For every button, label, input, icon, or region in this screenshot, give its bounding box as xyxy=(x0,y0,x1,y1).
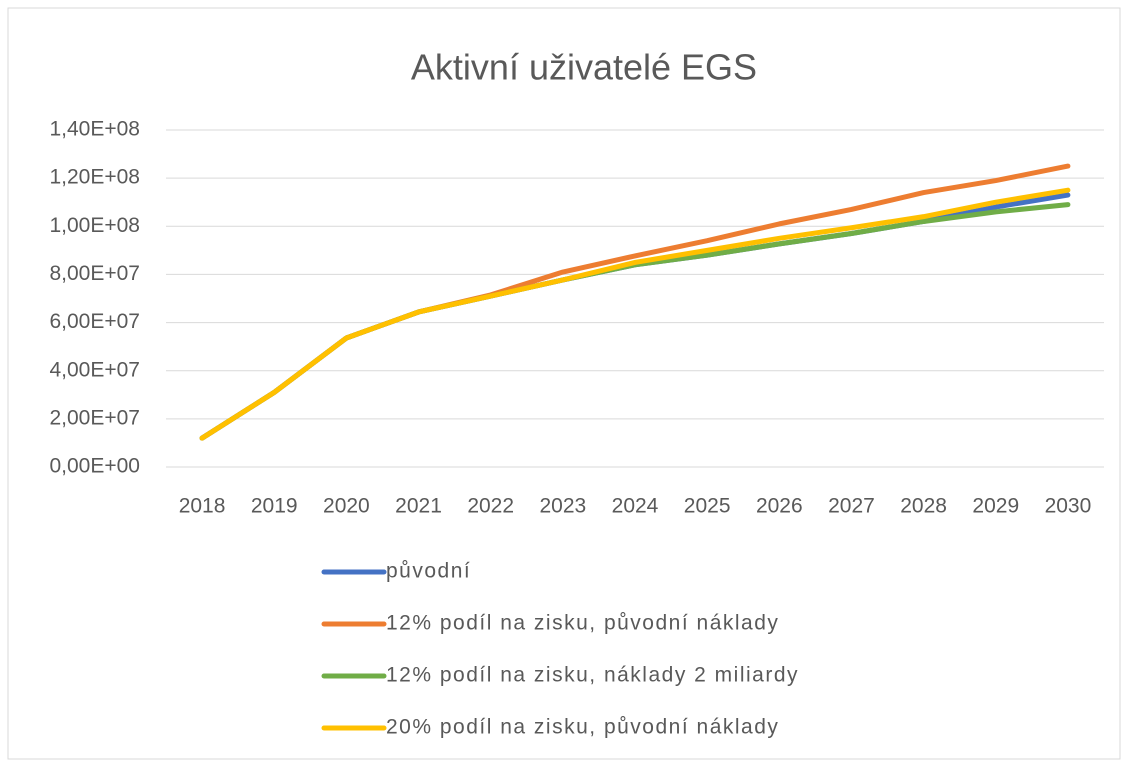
x-tick-label: 2028 xyxy=(900,495,947,518)
x-tick-label: 2018 xyxy=(179,495,226,518)
legend-label: původní xyxy=(386,560,471,583)
y-tick-label: 2,00E+07 xyxy=(49,406,140,429)
y-tick-label: 1,40E+08 xyxy=(49,118,140,141)
x-tick-label: 2019 xyxy=(251,495,298,518)
series-line xyxy=(199,187,1071,441)
y-tick-label: 8,00E+07 xyxy=(49,262,140,285)
x-tick-label: 2020 xyxy=(323,495,370,518)
legend-label: 12% podíl na zisku, původní náklady xyxy=(386,612,779,635)
y-tick-label: 0,00E+00 xyxy=(49,455,140,478)
x-tick-label: 2026 xyxy=(756,495,803,518)
legend-label: 12% podíl na zisku, náklady 2 miliardy xyxy=(386,664,799,687)
x-tick-label: 2024 xyxy=(612,495,659,518)
x-tick-label: 2025 xyxy=(684,495,731,518)
x-tick-label: 2023 xyxy=(539,495,586,518)
y-tick-label: 1,20E+08 xyxy=(49,166,140,189)
y-tick-label: 4,00E+07 xyxy=(49,358,140,381)
y-tick-label: 1,00E+08 xyxy=(49,214,140,237)
x-tick-label: 2029 xyxy=(972,495,1019,518)
x-tick-label: 2027 xyxy=(828,495,875,518)
y-tick-label: 6,00E+07 xyxy=(49,310,140,333)
legend-label: 20% podíl na zisku, původní náklady xyxy=(386,716,779,739)
chart-title: Aktivní uživatelé EGS xyxy=(411,47,757,88)
x-tick-label: 2022 xyxy=(467,495,514,518)
chart-border xyxy=(7,7,1121,760)
x-tick-label: 2030 xyxy=(1045,495,1092,518)
x-tick-label: 2021 xyxy=(395,495,442,518)
